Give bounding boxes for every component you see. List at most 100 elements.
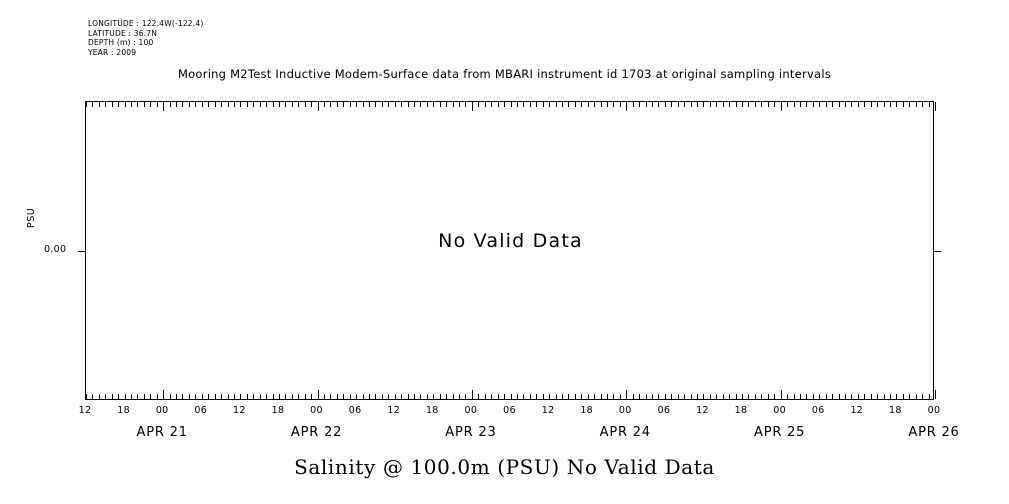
x-axis-minor-tick xyxy=(137,394,139,399)
x-axis-minor-tick-top xyxy=(227,102,229,107)
x-axis-minor-tick xyxy=(188,394,190,399)
x-axis-minor-tick xyxy=(729,394,731,399)
x-axis-minor-tick-top xyxy=(568,102,570,107)
metadata-longitude: LONGITUDE : 122.4W(-122.4) xyxy=(88,19,204,28)
x-axis-hour-labels: 12 18 00 06 12 18 00 06 12 18 00 06 12 18 00 06 12 18 00 06… xyxy=(79,405,940,419)
x-axis-minor-tick xyxy=(356,394,358,399)
x-axis-minor-tick xyxy=(877,394,879,399)
x-axis-minor-tick xyxy=(227,394,229,399)
x-axis-minor-tick xyxy=(369,394,370,399)
x-axis-minor-tick xyxy=(195,394,197,399)
x-axis-minor-tick-top xyxy=(484,102,486,107)
x-axis-minor-tick xyxy=(420,394,422,399)
x-axis-minor-tick-top xyxy=(812,102,814,107)
x-axis-hour-label: 06 xyxy=(194,405,208,416)
x-axis-minor-tick xyxy=(516,394,518,399)
x-axis-day-label: APR 24 xyxy=(599,425,651,440)
x-axis-minor-tick-top xyxy=(105,102,107,107)
x-axis-hour-label: 18 xyxy=(580,405,594,416)
x-axis-minor-tick xyxy=(619,394,621,399)
x-axis-minor-tick-top xyxy=(658,102,660,107)
x-axis-minor-tick-top xyxy=(529,102,531,107)
x-axis-minor-tick-top xyxy=(832,102,834,107)
x-axis-hour-label: 18 xyxy=(889,405,902,416)
x-axis-minor-tick xyxy=(478,394,480,399)
x-axis-major-tick-top xyxy=(163,102,165,111)
x-axis-hour-label: 12 xyxy=(850,405,864,416)
x-axis-minor-tick-top xyxy=(703,102,705,107)
x-axis-minor-tick-top xyxy=(639,102,641,107)
x-axis-minor-tick-top xyxy=(587,102,589,107)
no-valid-data-message: No Valid Data xyxy=(438,230,583,252)
x-axis-minor-tick xyxy=(883,394,885,399)
x-axis-minor-tick-top xyxy=(748,102,750,107)
x-axis-minor-tick xyxy=(111,394,113,399)
x-axis-minor-tick-top xyxy=(156,102,158,107)
x-axis-minor-tick xyxy=(394,394,396,399)
x-axis-minor-tick-top xyxy=(336,102,338,107)
x-axis-minor-tick-top xyxy=(542,102,544,107)
x-axis-minor-tick-top xyxy=(684,102,686,107)
x-axis-minor-tick-top xyxy=(433,102,435,107)
x-axis-minor-tick xyxy=(742,394,744,399)
x-axis-day-label: APR 21 xyxy=(136,425,188,440)
x-axis-minor-tick xyxy=(697,394,699,399)
chart-caption: Salinity @ 100.0m (PSU) No Valid Data xyxy=(294,455,715,479)
x-axis-minor-tick xyxy=(124,394,126,399)
x-axis-minor-tick-top xyxy=(915,102,917,107)
x-axis-minor-tick-top xyxy=(401,102,403,107)
x-axis-minor-tick xyxy=(105,394,107,399)
x-axis-minor-tick-top xyxy=(285,102,287,107)
x-axis-minor-tick xyxy=(86,394,87,399)
x-axis-minor-tick xyxy=(240,394,242,399)
x-axis-minor-tick xyxy=(915,394,917,399)
x-axis-major-tick xyxy=(780,390,782,399)
x-axis-minor-tick xyxy=(819,394,821,399)
x-axis-major-tick xyxy=(935,390,936,399)
x-axis-hour-label: 00 xyxy=(773,405,786,416)
x-axis-minor-tick-top xyxy=(311,102,313,107)
x-axis-hour-label: 12 xyxy=(387,405,401,416)
x-axis-minor-tick xyxy=(581,394,583,399)
x-axis-minor-tick-top xyxy=(491,102,493,107)
x-axis-minor-tick-top xyxy=(375,102,377,107)
x-axis-hour-label: 00 xyxy=(464,405,478,416)
x-axis-minor-tick-top xyxy=(729,102,731,107)
x-axis-minor-tick-top xyxy=(864,102,866,107)
x-axis-minor-tick xyxy=(761,394,763,399)
x-axis-minor-tick-top xyxy=(504,102,506,107)
x-axis-minor-tick-top xyxy=(549,102,551,107)
x-axis-minor-tick-top xyxy=(188,102,190,107)
x-axis-minor-tick xyxy=(684,394,686,399)
x-axis-minor-tick-top xyxy=(909,102,911,107)
x-axis-minor-tick-top xyxy=(349,102,351,107)
y-axis-tick-left xyxy=(78,251,86,253)
x-axis-minor-tick xyxy=(864,394,866,399)
x-axis-minor-tick-top xyxy=(266,102,268,107)
x-axis-minor-tick xyxy=(677,394,679,399)
x-axis-minor-tick-top xyxy=(613,102,615,107)
x-axis-hour-label: 06 xyxy=(348,405,362,416)
x-axis-major-tick xyxy=(317,390,319,399)
x-axis-minor-tick xyxy=(291,394,293,399)
x-axis-minor-tick xyxy=(928,394,930,399)
x-axis-minor-tick xyxy=(594,394,596,399)
x-axis-minor-tick xyxy=(208,394,210,399)
x-axis-minor-tick xyxy=(851,394,853,399)
x-axis-minor-tick xyxy=(484,394,486,399)
x-axis-hour-label: 12 xyxy=(696,405,709,416)
x-axis-minor-tick xyxy=(568,394,570,399)
x-axis-minor-tick xyxy=(555,394,557,399)
x-axis-minor-tick-top xyxy=(253,102,255,107)
x-axis-minor-tick-top xyxy=(150,102,152,107)
x-axis-minor-tick xyxy=(510,394,512,399)
x-axis-minor-tick xyxy=(645,394,647,399)
x-axis-minor-tick-top xyxy=(510,102,512,107)
x-axis-minor-tick xyxy=(433,394,435,399)
x-axis-minor-tick xyxy=(600,394,602,399)
x-axis-minor-tick xyxy=(253,394,255,399)
x-axis-minor-tick xyxy=(639,394,641,399)
x-axis-minor-tick xyxy=(735,394,737,399)
x-axis-minor-tick-top xyxy=(92,102,94,107)
